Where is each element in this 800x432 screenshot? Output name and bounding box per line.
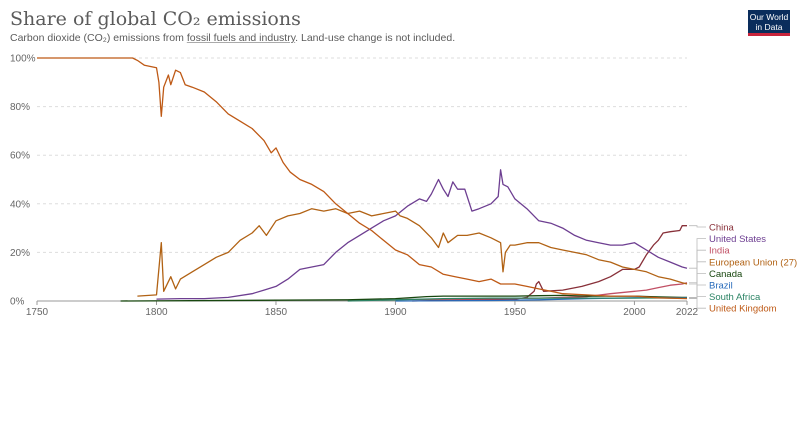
chart-subtitle: Carbon dioxide (CO₂) emissions from foss…: [10, 32, 455, 44]
series-label: India: [709, 246, 730, 257]
series-label: European Union (27): [709, 257, 797, 268]
subtitle-text-end: . Land-use change is not included.: [295, 32, 456, 44]
logo-line-1: Our World: [749, 12, 789, 22]
label-connector: [689, 238, 706, 269]
label-connector: [689, 225, 706, 228]
label-connector: [689, 261, 706, 285]
owid-logo[interactable]: Our World in Data: [748, 10, 790, 36]
series-label: United Kingdom: [709, 304, 777, 315]
y-tick-label: 60%: [10, 151, 30, 162]
series-label: United States: [709, 234, 766, 245]
logo-line-2: in Data: [755, 22, 783, 32]
x-tick-label: 1800: [145, 307, 168, 318]
x-tick-label: 2000: [623, 307, 646, 318]
x-tick-label: 1750: [26, 307, 49, 318]
label-connector: [689, 284, 706, 299]
fossil-fuels-link[interactable]: fossil fuels and industry: [186, 32, 296, 44]
x-tick-label: 1900: [384, 307, 407, 318]
x-tick-label: 1850: [265, 307, 288, 318]
series-line-united-states: [156, 169, 688, 300]
y-tick-label: 100%: [10, 54, 36, 65]
series-label: South Africa: [709, 292, 761, 303]
label-connector: [689, 298, 706, 309]
series-line-india: [347, 282, 688, 302]
series-line-south-africa: [347, 297, 688, 302]
series-label: China: [709, 223, 735, 234]
series-line-united-kingdom: [37, 57, 688, 300]
chart-title: Share of global CO₂ emissions: [10, 8, 301, 30]
series-line-european-union-27-: [137, 208, 688, 297]
y-tick-label: 40%: [10, 199, 30, 210]
y-tick-label: 0%: [10, 297, 25, 308]
series-label: Canada: [709, 269, 743, 280]
y-tick-label: 20%: [10, 248, 30, 259]
y-tick-label: 80%: [10, 102, 30, 113]
label-connector: [689, 249, 706, 284]
x-tick-label: 1950: [504, 307, 527, 318]
x-tick-label: 2022: [676, 307, 699, 318]
subtitle-text: Carbon dioxide (CO₂) emissions from: [10, 32, 187, 44]
series-label: Brazil: [709, 281, 733, 292]
